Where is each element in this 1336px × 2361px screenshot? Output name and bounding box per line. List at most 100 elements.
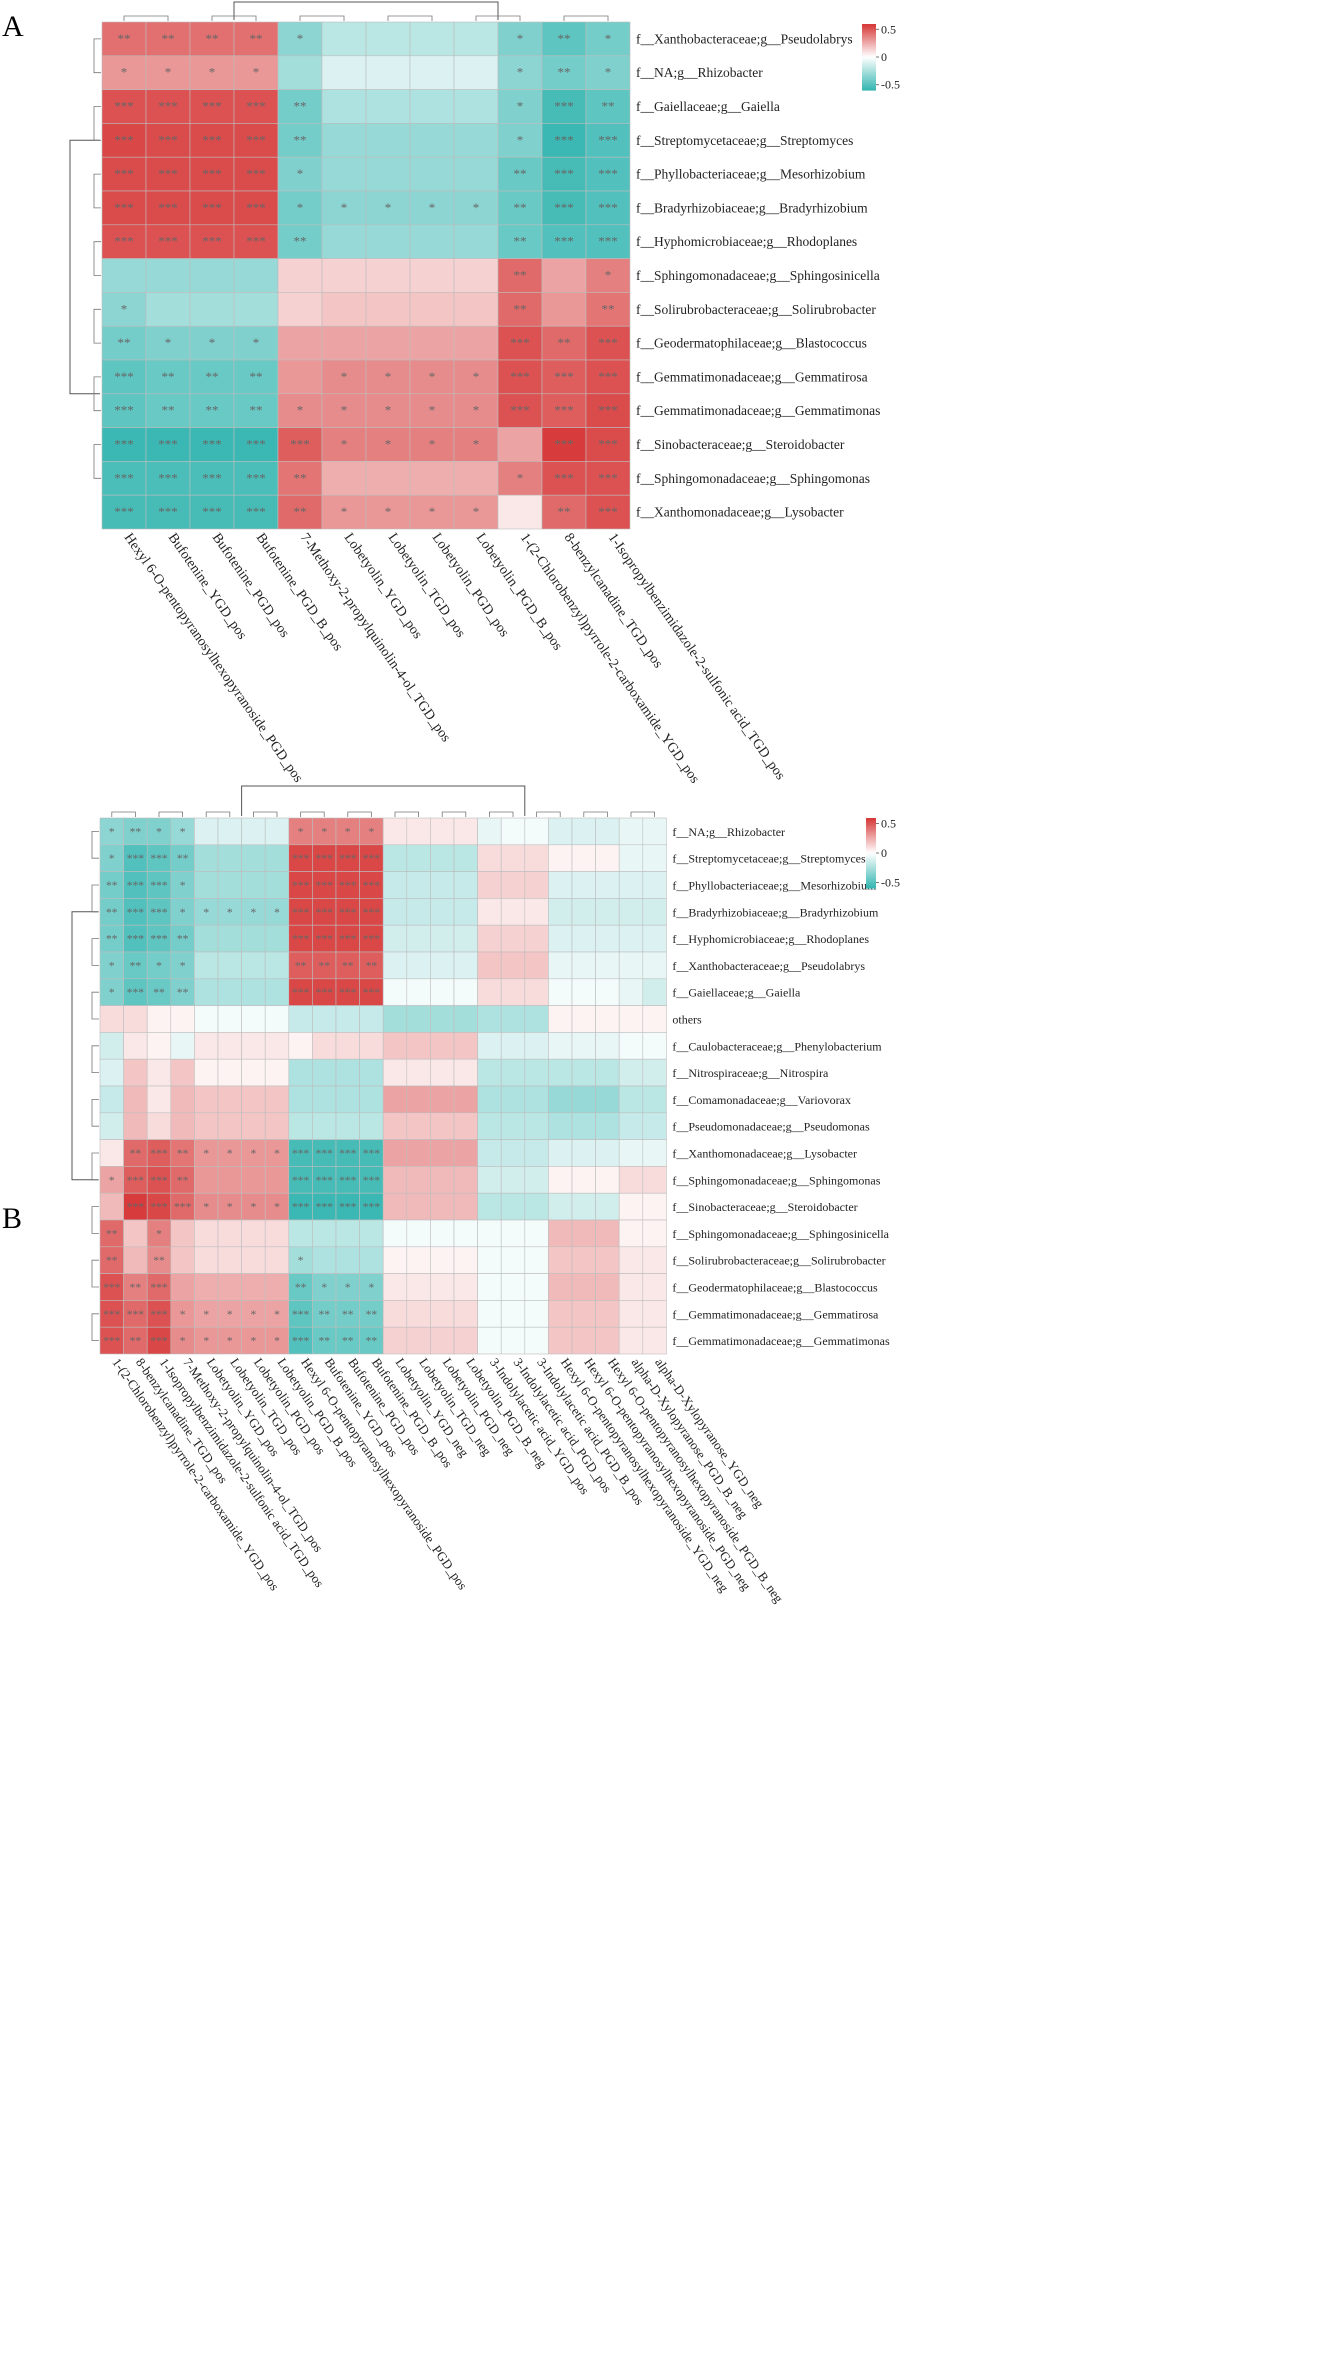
- significance-label: ***: [114, 504, 134, 519]
- heatmap-cell: [595, 951, 620, 980]
- row-label: f__NA;g__Rhizobacter: [636, 65, 763, 80]
- heatmap-cell: [477, 1273, 502, 1301]
- heatmap-cell: [524, 1139, 549, 1167]
- significance-label: ***: [316, 987, 334, 999]
- heatmap-cell: [430, 1326, 455, 1355]
- significance-label: *: [209, 65, 216, 80]
- heatmap-cell: [406, 1246, 431, 1274]
- row-label: f__Gaiellaceae;g__Gaiella: [672, 986, 801, 1000]
- heatmap-cell: [365, 55, 411, 90]
- heatmap-cell: [618, 1112, 644, 1140]
- row-dendrogram: [71, 831, 99, 1341]
- heatmap-cell: [288, 1058, 313, 1087]
- significance-label: **: [162, 403, 175, 418]
- significance-label: ***: [158, 200, 178, 215]
- heatmap-cell: [241, 817, 266, 846]
- significance-label: *: [274, 1336, 280, 1348]
- heatmap-cell: [548, 844, 573, 872]
- legend-gradient-step: [862, 30, 876, 33]
- heatmap-cell: [241, 1112, 266, 1140]
- heatmap-cell: [241, 1058, 266, 1087]
- heatmap-cell: [497, 494, 543, 530]
- heatmap-cell: [241, 978, 266, 1006]
- heatmap-cell: [288, 1005, 313, 1033]
- legend-gradient-step: [862, 63, 876, 66]
- heatmap-cell: [321, 55, 367, 90]
- heatmap-cell: [145, 292, 191, 327]
- legend-gradient-step: [862, 40, 876, 43]
- significance-label: ***: [339, 880, 357, 892]
- significance-label: ***: [114, 132, 134, 147]
- heatmap-cell: [642, 978, 667, 1006]
- significance-label: *: [121, 301, 128, 316]
- heatmap-cell: [241, 1166, 266, 1194]
- heatmap-cell: [406, 1219, 431, 1248]
- heatmap-cell: [618, 978, 644, 1006]
- heatmap-cell: [288, 1032, 313, 1060]
- heatmap-cell: [477, 1005, 502, 1033]
- heatmap-cell: [642, 1005, 667, 1033]
- heatmap-cell: [241, 1085, 266, 1114]
- heatmap-cell: [618, 1058, 644, 1087]
- heatmap-cell: [595, 1246, 620, 1274]
- heatmap-cell: [524, 1273, 549, 1301]
- significance-label: *: [341, 403, 348, 418]
- legend-gradient-step: [866, 840, 876, 844]
- heatmap-cell: [264, 844, 290, 872]
- row-dendrogram-leaf: [91, 1045, 99, 1073]
- row-dendrogram-leaf: [91, 938, 99, 966]
- heatmap-cell: [618, 1246, 644, 1274]
- heatmap-cell: [409, 461, 455, 496]
- significance-label: **: [206, 369, 219, 384]
- heatmap-cell: [548, 1166, 573, 1194]
- heatmap-cell: [382, 1166, 408, 1194]
- heatmap-cell: [595, 1273, 620, 1301]
- significance-label: **: [366, 1336, 378, 1348]
- heatmap-cell: [406, 1166, 431, 1194]
- row-label: f__Sphingomonadaceae;g__Sphingosinicella: [636, 268, 880, 283]
- significance-label: ***: [363, 987, 381, 999]
- significance-label: ***: [202, 437, 222, 452]
- significance-label: **: [514, 234, 527, 249]
- heatmap-cell: [571, 1326, 596, 1355]
- column-dendrogram-branch: [233, 1, 499, 20]
- heatmap-cell: [382, 1326, 408, 1355]
- heatmap-cell: [595, 898, 620, 926]
- heatmap-cell: [217, 924, 242, 953]
- heatmap-cell: [409, 325, 455, 361]
- heatmap-cell: [382, 1273, 408, 1301]
- heatmap-cell: [170, 1246, 195, 1274]
- heatmap-cell: [524, 1326, 549, 1355]
- heatmap-cell: [365, 258, 411, 293]
- significance-label: ***: [150, 1336, 168, 1348]
- heatmap-cell: [548, 951, 573, 980]
- row-label: f__Hyphomicrobiaceae;g__Rhodoplanes: [636, 234, 857, 249]
- heatmap-cell: [642, 951, 667, 980]
- heatmap-cell: [99, 1085, 124, 1114]
- heatmap-cell: [277, 258, 323, 293]
- heatmap-cell: [241, 1246, 266, 1274]
- heatmap-cell: [453, 494, 499, 530]
- significance-label: ***: [316, 1148, 334, 1160]
- heatmap-cell: [595, 1300, 620, 1328]
- heatmap-cell: [477, 817, 502, 846]
- significance-label: *: [369, 1282, 375, 1294]
- heatmap-cell: [264, 1246, 290, 1274]
- significance-label: ***: [114, 200, 134, 215]
- column-dendrogram-leaf: [630, 811, 655, 817]
- significance-label: *: [429, 200, 436, 215]
- heatmap-cell: [571, 1085, 596, 1114]
- legend-gradient-step: [862, 52, 876, 55]
- heatmap-cell: [365, 190, 411, 226]
- heatmap-cell: [264, 1032, 290, 1060]
- column-label: 1-Isopropylbenzimidazole-2-sulfonic acid…: [605, 531, 788, 783]
- legend-gradient-step: [866, 865, 876, 868]
- legend-tick-label: -0.5: [881, 78, 900, 92]
- significance-label: *: [517, 99, 524, 114]
- significance-label: *: [321, 1282, 327, 1294]
- heatmap-cell: [477, 844, 502, 872]
- legend-tick-label: 0.5: [881, 817, 896, 831]
- heatmap-cell: [585, 359, 631, 395]
- significance-label: ***: [127, 987, 145, 999]
- heatmap-cell: [189, 224, 235, 259]
